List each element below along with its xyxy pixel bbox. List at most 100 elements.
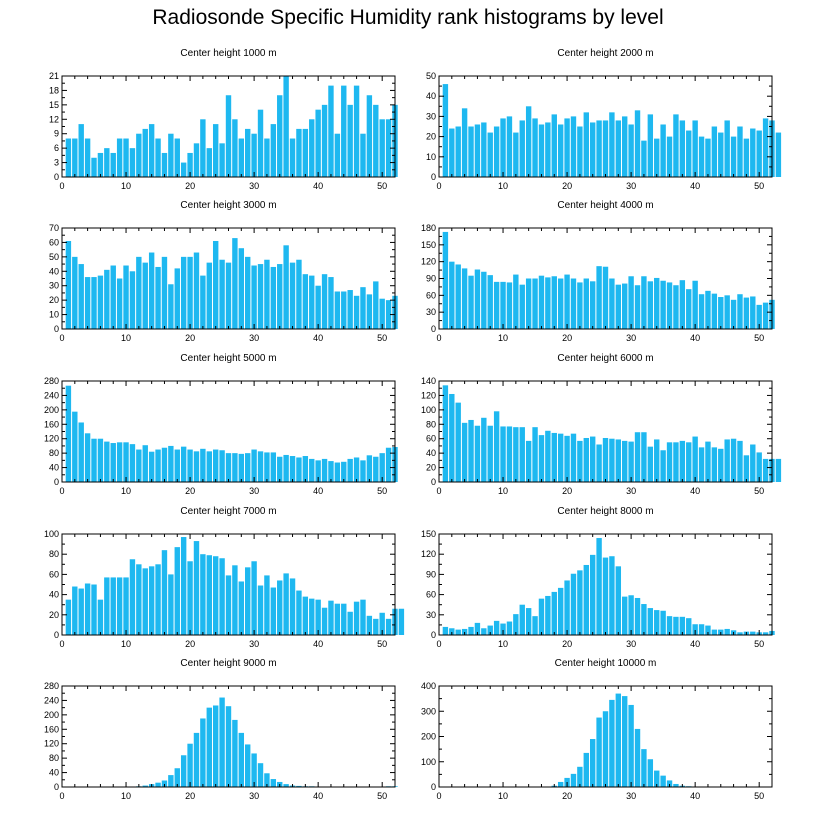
histogram-bar (455, 402, 461, 482)
histogram-bar (296, 785, 302, 787)
histogram-bar (296, 457, 302, 482)
histogram-bar (78, 422, 84, 482)
histogram-bar (225, 262, 232, 329)
histogram-bar (180, 162, 187, 177)
x-tick-label: 30 (626, 486, 636, 496)
y-tick-label: 60 (49, 569, 59, 579)
histogram-bar (328, 600, 334, 635)
histogram-bar (168, 775, 174, 787)
y-tick-label: 120 (44, 739, 59, 749)
histogram-bar (148, 566, 155, 635)
histogram-bar (628, 441, 634, 482)
histogram-bar (347, 290, 353, 329)
histogram-bar (647, 281, 654, 329)
histogram-bar (84, 583, 91, 635)
y-tick-label: 0 (431, 477, 436, 487)
y-tick-label: 50 (49, 252, 59, 262)
x-tick-label: 0 (59, 791, 64, 801)
histogram-bar (461, 268, 468, 329)
y-tick-label: 80 (426, 419, 436, 429)
histogram-bar (647, 446, 654, 482)
histogram-bar (168, 574, 174, 635)
histogram-bar (506, 621, 513, 635)
histogram-bar (564, 118, 570, 177)
histogram-bar (698, 136, 705, 177)
histogram-bar (577, 126, 583, 177)
histogram-bar (743, 297, 750, 329)
x-tick-label: 40 (313, 639, 323, 649)
histogram-bar (142, 128, 148, 177)
histogram-bar (129, 444, 136, 483)
histogram-bar (148, 451, 155, 482)
histogram-bar (212, 124, 219, 177)
x-tick-label: 0 (59, 181, 64, 191)
histogram-bar (711, 126, 718, 177)
histogram-bar (634, 285, 641, 329)
histogram-bar (270, 587, 277, 635)
x-tick-label: 30 (249, 639, 259, 649)
histogram-bar (206, 262, 212, 329)
histogram-bar (583, 112, 589, 177)
histogram-bar (315, 599, 321, 635)
y-tick-label: 100 (44, 529, 59, 539)
histogram-bar (321, 104, 328, 177)
histogram-bar (705, 441, 711, 482)
y-tick-label: 160 (44, 419, 59, 429)
histogram-bar (161, 780, 168, 787)
x-tick-label: 30 (626, 333, 636, 343)
y-tick-label: 200 (44, 710, 59, 720)
histogram-bar (309, 275, 315, 329)
histogram-bar (161, 550, 168, 635)
histogram-bar (442, 231, 449, 329)
histogram-bar (730, 136, 737, 177)
x-tick-label: 0 (436, 333, 441, 343)
histogram-bar (500, 118, 506, 177)
histogram-bar (110, 577, 116, 635)
x-tick-label: 0 (59, 333, 64, 343)
histogram-bar (219, 143, 225, 177)
histogram-bar (615, 693, 622, 787)
x-tick-label: 50 (754, 791, 764, 801)
histogram-bar (84, 433, 91, 482)
histogram-bar (264, 452, 270, 482)
y-tick-label: 20 (426, 463, 436, 473)
histogram-bar (72, 138, 78, 177)
histogram-bar (455, 264, 461, 329)
y-tick-label: 30 (49, 281, 59, 291)
histogram-bar (743, 455, 750, 482)
histogram-bar (283, 573, 289, 635)
histogram-bar (180, 755, 187, 787)
histogram-bar (238, 453, 245, 482)
histogram-bar (724, 295, 730, 329)
y-tick-label: 0 (431, 782, 436, 792)
histogram-bar (673, 616, 679, 635)
histogram-bar (545, 122, 551, 177)
x-tick-label: 30 (249, 181, 259, 191)
y-tick-label: 140 (421, 376, 436, 386)
histogram-bar (660, 610, 666, 635)
y-tick-label: 0 (54, 324, 59, 334)
histogram-bar (155, 449, 161, 482)
histogram-bar (718, 297, 724, 329)
histogram-bar (161, 256, 168, 329)
histogram-bar (91, 584, 97, 635)
y-tick-label: 18 (49, 85, 59, 95)
histogram-bar (116, 278, 123, 329)
histogram-bar (116, 442, 123, 482)
histogram-bar (615, 120, 622, 177)
y-tick-label: 40 (426, 91, 436, 101)
histogram-bar (385, 447, 392, 482)
y-tick-label: 10 (49, 310, 59, 320)
histogram-bar (628, 704, 634, 787)
y-tick-label: 300 (421, 706, 436, 716)
histogram-bar (609, 699, 615, 787)
histogram-bar (334, 291, 341, 329)
x-tick-label: 30 (626, 791, 636, 801)
histogram-bar (245, 256, 251, 329)
histogram-bar (481, 271, 487, 329)
histogram-bar (468, 275, 474, 329)
histogram-bar (737, 294, 743, 329)
histogram-bar (373, 281, 379, 329)
histogram-bar (379, 612, 385, 635)
histogram-bar (232, 238, 238, 329)
